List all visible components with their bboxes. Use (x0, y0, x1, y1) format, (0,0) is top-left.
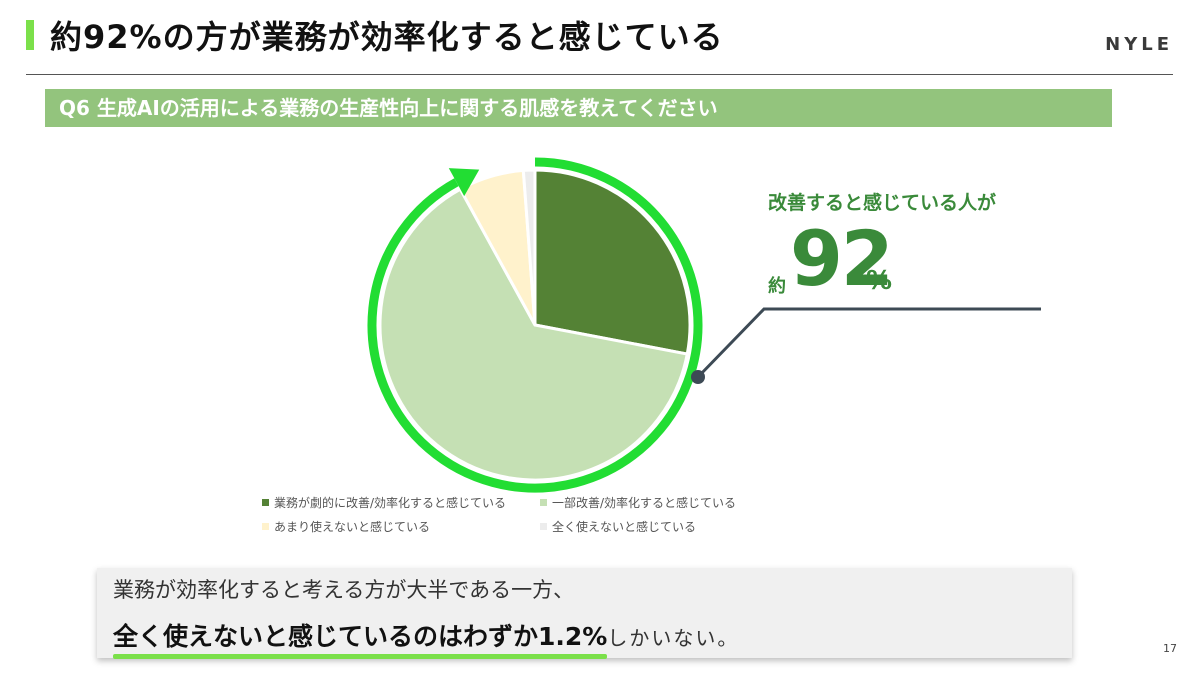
summary-emphasis: 全く使えないと感じているのはわずか1.2% (113, 617, 608, 659)
ring-arrowhead-icon (448, 168, 480, 197)
callout-prefix: 約 (768, 276, 786, 297)
legend-label: 全く使えないと感じている (552, 520, 697, 534)
callout-leader-line (696, 307, 1041, 379)
summary-tail: しかいない。 (607, 626, 740, 650)
pie-slices (378, 168, 692, 482)
legend-swatch (540, 523, 547, 530)
legend-item-partial: 一部改善/効率化すると感じている (540, 494, 736, 511)
callout-anchor-dot (691, 370, 705, 384)
brand-logo: NYLE (1105, 34, 1173, 55)
question-banner: Q6 生成AIの活用による業務の生産性向上に関する肌感を教えてください (45, 89, 1112, 127)
callout-label: 改善すると感じている人が (768, 192, 997, 214)
legend-swatch (262, 499, 269, 506)
legend-swatch (540, 499, 547, 506)
callout-percent-unit: % (866, 266, 893, 296)
page-title: 約92%の方が業務が効率化すると感じている (50, 18, 724, 56)
legend-swatch (262, 523, 269, 530)
summary-line-1: 業務が効率化すると考える方が大半である一方、 (113, 578, 575, 602)
pie-slice-never (521, 168, 537, 326)
pie-slice-dramatic (533, 168, 692, 356)
title-accent-bar (26, 20, 34, 50)
legend-label: 業務が劇的に改善/効率化すると感じている (274, 496, 507, 510)
legend-item-rarely: あまり使えないと感じている (262, 518, 430, 535)
header-divider (26, 74, 1173, 75)
summary-line-2: 全く使えないと感じているのはわずか1.2%しかいない。 (113, 617, 740, 659)
improvement-ring-arrow (367, 157, 703, 493)
legend-label: あまり使えないと感じている (274, 520, 431, 534)
page-number: 17 (1163, 642, 1177, 655)
pie-slice-partial (378, 187, 690, 482)
legend-item-never: 全く使えないと感じている (540, 518, 696, 535)
callout-percentage-value: 92 (790, 214, 894, 303)
legend-item-dramatic: 業務が劇的に改善/効率化すると感じている (262, 494, 506, 511)
summary-box (97, 568, 1072, 658)
legend-label: 一部改善/効率化すると感じている (552, 496, 737, 510)
